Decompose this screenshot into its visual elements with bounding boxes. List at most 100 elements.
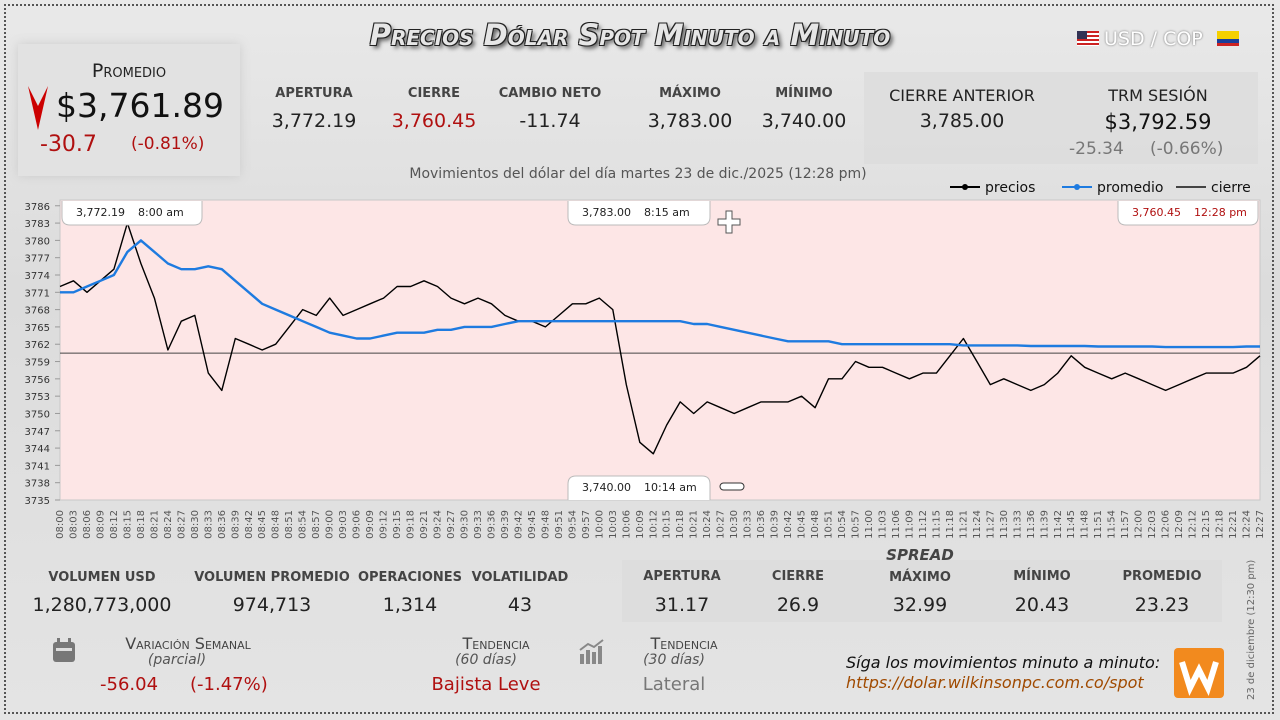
spread-label: Promedio — [1122, 569, 1202, 584]
y-tick-label: 3783 — [25, 219, 50, 230]
currency-pair: USD / COP — [1104, 28, 1203, 50]
x-tick-label: 09:12 — [379, 510, 390, 539]
average-box: Promedio $3,761.89 -30.7 (-0.81%) — [18, 44, 240, 176]
y-tick-label: 3750 — [25, 409, 50, 420]
stat-value: 3,740.00 — [761, 110, 847, 132]
annotation-box — [61, 201, 203, 226]
y-tick-label: 3765 — [25, 323, 50, 334]
x-tick-label: 11:45 — [1066, 510, 1077, 539]
x-tick-label: 09:03 — [338, 510, 349, 539]
x-tick-label: 12:03 — [1147, 510, 1158, 539]
spread-value: 23.23 — [1134, 594, 1190, 616]
spread-label: Mínimo — [1013, 569, 1071, 584]
average-label: Promedio — [91, 60, 167, 82]
x-tick-label: 10:51 — [824, 510, 835, 539]
weekly-change-pct: (-1.47%) — [190, 674, 268, 695]
frame — [4, 4, 1274, 714]
x-tick-label: 11:27 — [985, 510, 996, 539]
trend-note: (60 días) — [455, 652, 517, 668]
x-tick-label: 10:54 — [837, 510, 848, 539]
x-tick-label: 08:15 — [122, 510, 133, 539]
volume-value: 43 — [507, 594, 533, 616]
x-tick-label: 09:39 — [500, 510, 511, 539]
y-tick-label: 3762 — [25, 340, 50, 351]
x-tick-label: 08:57 — [311, 510, 322, 539]
x-tick-label: 10:24 — [702, 510, 713, 539]
x-tick-label: 12:06 — [1161, 510, 1172, 539]
x-tick-label: 09:51 — [554, 510, 565, 539]
x-tick-label: 11:30 — [999, 510, 1010, 539]
x-tick-label: 08:54 — [298, 510, 309, 539]
x-tick-label: 10:09 — [635, 510, 646, 539]
x-tick-label: 08:33 — [203, 510, 214, 539]
trend-value: Bajista Leve — [431, 674, 541, 695]
spread-value: 31.17 — [654, 594, 710, 616]
x-tick-label: 08:42 — [244, 510, 255, 539]
x-tick-label: 08:12 — [109, 510, 120, 539]
spread-label: Apertura — [643, 569, 721, 584]
weekly-change: -56.04 — [100, 674, 159, 695]
x-tick-label: 08:00 — [55, 510, 66, 539]
stat-label: Cierre — [407, 86, 461, 101]
co-flag — [1217, 31, 1239, 46]
x-tick-label: 08:36 — [217, 510, 228, 539]
x-tick-label: 09:48 — [540, 510, 551, 539]
x-tick-label: 08:45 — [257, 510, 268, 539]
x-tick-label: 09:00 — [325, 510, 336, 539]
x-tick-label: 11:00 — [864, 510, 875, 539]
x-tick-label: 10:03 — [608, 510, 619, 539]
x-tick-label: 10:12 — [648, 510, 659, 539]
us-flag — [1077, 31, 1099, 46]
footer-url[interactable]: https://dolar.wilkinsonpc.com.co/spot — [846, 673, 1144, 692]
x-tick-label: 11:24 — [972, 510, 983, 539]
x-tick-label: 09:15 — [392, 510, 403, 539]
volume-value: 974,713 — [232, 594, 312, 616]
trm-value: $3,792.59 — [1104, 110, 1212, 134]
x-tick-label: 08:03 — [68, 510, 79, 539]
spread-title: Spread — [886, 546, 954, 564]
x-tick-label: 09:36 — [486, 510, 497, 539]
annotation-box — [567, 201, 711, 226]
chart-title: Movimientos del dólar del día martes 23 … — [409, 166, 866, 182]
x-tick-label: 11:06 — [891, 510, 902, 539]
annotation-price: 3,760.45 — [1132, 206, 1181, 219]
stat-label: Cambio neto — [498, 86, 602, 101]
x-tick-label: 10:18 — [675, 510, 686, 539]
trm-label: TRM sesión — [1108, 86, 1208, 105]
x-tick-label: 08:18 — [136, 510, 147, 539]
trend-note: (30 días) — [643, 652, 705, 668]
annotation-time: 12:28 pm — [1194, 206, 1247, 219]
previous-close-value: 3,785.00 — [919, 110, 1005, 132]
spread-value: 26.9 — [776, 594, 820, 616]
y-tick-label: 3768 — [25, 306, 50, 317]
down-arrow — [28, 86, 48, 130]
x-tick-label: 11:33 — [1012, 510, 1023, 539]
x-tick-label: 08:27 — [176, 510, 187, 539]
trm-change: -25.34 — [1069, 139, 1124, 159]
y-tick-label: 3780 — [25, 236, 50, 247]
x-tick-label: 08:51 — [284, 510, 295, 539]
stat-label: Mínimo — [775, 86, 833, 101]
scroll-handle[interactable] — [719, 482, 745, 491]
annotation-time: 10:14 am — [644, 481, 697, 494]
y-tick-label: 3735 — [25, 496, 50, 507]
x-tick-label: 11:42 — [1053, 510, 1064, 539]
x-tick-label: 11:09 — [904, 510, 915, 539]
average-change-pct: (-0.81%) — [131, 134, 205, 154]
y-tick-label: 3753 — [25, 392, 50, 403]
x-tick-label: 10:39 — [770, 510, 781, 539]
y-tick-label: 3744 — [25, 444, 50, 455]
x-tick-label: 11:39 — [1039, 510, 1050, 539]
weekly-note: (parcial) — [147, 652, 207, 668]
x-tick-label: 11:12 — [918, 510, 929, 539]
spread-panel — [622, 560, 1222, 622]
session-panel: Cierre anterior 3,785.00 TRM sesión $3,7… — [864, 72, 1258, 164]
plot-area — [59, 199, 1261, 501]
x-tick-label: 12:18 — [1215, 510, 1226, 539]
series-line — [59, 222, 1261, 455]
x-tick-label: 09:42 — [513, 510, 524, 539]
x-tick-label: 09:30 — [459, 510, 470, 539]
x-tick-label: 11:54 — [1107, 510, 1118, 539]
y-tick-label: 3777 — [25, 254, 50, 265]
